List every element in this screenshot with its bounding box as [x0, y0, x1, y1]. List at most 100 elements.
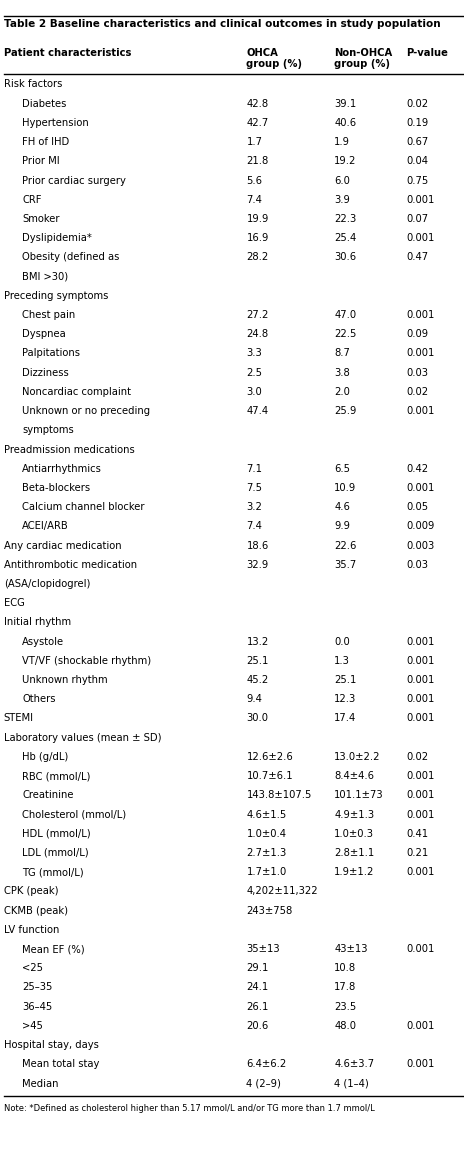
Text: 32.9: 32.9: [246, 560, 269, 569]
Text: Antiarrhythmics: Antiarrhythmics: [22, 464, 102, 474]
Text: 25–35: 25–35: [22, 983, 52, 992]
Text: 0.001: 0.001: [406, 790, 434, 801]
Text: 101.1±73: 101.1±73: [334, 790, 384, 801]
Text: symptoms: symptoms: [22, 425, 74, 436]
Text: Risk factors: Risk factors: [4, 79, 62, 89]
Text: Hb (g/dL): Hb (g/dL): [22, 752, 68, 762]
Text: 1.3: 1.3: [334, 655, 350, 666]
Text: 4.6±1.5: 4.6±1.5: [246, 810, 287, 819]
Text: Unknown rhythm: Unknown rhythm: [22, 675, 108, 686]
Text: 47.0: 47.0: [334, 310, 356, 320]
Text: 42.7: 42.7: [246, 117, 269, 128]
Text: 24.1: 24.1: [246, 983, 269, 992]
Text: Dyspnea: Dyspnea: [22, 329, 66, 339]
Text: Median: Median: [22, 1078, 59, 1089]
Text: 25.1: 25.1: [334, 675, 357, 686]
Text: 1.9±1.2: 1.9±1.2: [334, 867, 375, 877]
Text: RBC (mmol/L): RBC (mmol/L): [22, 772, 91, 781]
Text: 0.001: 0.001: [406, 483, 434, 493]
Text: 243±758: 243±758: [246, 905, 293, 916]
Text: 8.4±4.6: 8.4±4.6: [334, 772, 374, 781]
Text: 143.8±107.5: 143.8±107.5: [246, 790, 312, 801]
Text: Prior cardiac surgery: Prior cardiac surgery: [22, 175, 126, 186]
Text: 47.4: 47.4: [246, 406, 269, 416]
Text: 26.1: 26.1: [246, 1002, 269, 1012]
Text: 39.1: 39.1: [334, 99, 357, 109]
Text: Unknown or no preceding: Unknown or no preceding: [22, 406, 150, 416]
Text: Smoker: Smoker: [22, 214, 59, 224]
Text: 35.7: 35.7: [334, 560, 357, 569]
Text: 36–45: 36–45: [22, 1002, 52, 1012]
Text: 1.0±0.3: 1.0±0.3: [334, 829, 374, 839]
Text: 0.001: 0.001: [406, 772, 434, 781]
Text: 2.8±1.1: 2.8±1.1: [334, 848, 375, 858]
Text: Mean total stay: Mean total stay: [22, 1060, 100, 1069]
Text: 19.2: 19.2: [334, 157, 357, 166]
Text: 0.001: 0.001: [406, 1021, 434, 1031]
Text: 25.4: 25.4: [334, 234, 357, 243]
Text: Patient characteristics: Patient characteristics: [4, 48, 131, 58]
Text: Creatinine: Creatinine: [22, 790, 74, 801]
Text: 0.02: 0.02: [406, 387, 428, 397]
Text: TG (mmol/L): TG (mmol/L): [22, 867, 84, 877]
Text: 0.02: 0.02: [406, 99, 428, 109]
Text: Beta-blockers: Beta-blockers: [22, 483, 90, 493]
Text: 1.7: 1.7: [246, 137, 262, 148]
Text: 48.0: 48.0: [334, 1021, 356, 1031]
Text: 0.03: 0.03: [406, 367, 428, 378]
Text: ACEI/ARB: ACEI/ARB: [22, 522, 69, 531]
Text: 7.4: 7.4: [246, 522, 262, 531]
Text: 0.001: 0.001: [406, 655, 434, 666]
Text: 13.0±2.2: 13.0±2.2: [334, 752, 381, 762]
Text: 29.1: 29.1: [246, 963, 269, 974]
Text: 12.6±2.6: 12.6±2.6: [246, 752, 293, 762]
Text: CKMB (peak): CKMB (peak): [4, 905, 67, 916]
Text: 27.2: 27.2: [246, 310, 269, 320]
Text: 7.4: 7.4: [246, 195, 262, 205]
Text: <25: <25: [22, 963, 43, 974]
Text: 0.21: 0.21: [406, 848, 428, 858]
Text: 3.9: 3.9: [334, 195, 350, 205]
Text: 0.009: 0.009: [406, 522, 434, 531]
Text: 2.0: 2.0: [334, 387, 350, 397]
Text: >45: >45: [22, 1021, 43, 1031]
Text: 28.2: 28.2: [246, 252, 269, 263]
Text: 18.6: 18.6: [246, 540, 269, 551]
Text: 0.001: 0.001: [406, 713, 434, 724]
Text: 22.3: 22.3: [334, 214, 357, 224]
Text: 10.8: 10.8: [334, 963, 356, 974]
Text: Noncardiac complaint: Noncardiac complaint: [22, 387, 131, 397]
Text: group (%): group (%): [334, 59, 390, 70]
Text: 6.4±6.2: 6.4±6.2: [246, 1060, 287, 1069]
Text: Hospital stay, days: Hospital stay, days: [4, 1040, 99, 1050]
Text: 0.42: 0.42: [406, 464, 428, 474]
Text: Cholesterol (mmol/L): Cholesterol (mmol/L): [22, 810, 126, 819]
Text: 9.4: 9.4: [246, 694, 262, 704]
Text: 21.8: 21.8: [246, 157, 269, 166]
Text: HDL (mmol/L): HDL (mmol/L): [22, 829, 91, 839]
Text: 3.8: 3.8: [334, 367, 350, 378]
Text: 0.09: 0.09: [406, 329, 428, 339]
Text: 25.1: 25.1: [246, 655, 269, 666]
Text: Preceding symptoms: Preceding symptoms: [4, 290, 108, 301]
Text: 0.02: 0.02: [406, 752, 428, 762]
Text: 1.0±0.4: 1.0±0.4: [246, 829, 287, 839]
Text: Non-OHCA: Non-OHCA: [334, 48, 393, 58]
Text: 3.0: 3.0: [246, 387, 262, 397]
Text: 10.7±6.1: 10.7±6.1: [246, 772, 293, 781]
Text: Antithrombotic medication: Antithrombotic medication: [4, 560, 137, 569]
Text: 10.9: 10.9: [334, 483, 357, 493]
Text: 20.6: 20.6: [246, 1021, 269, 1031]
Text: 0.67: 0.67: [406, 137, 428, 148]
Text: 3.3: 3.3: [246, 349, 262, 358]
Text: 22.6: 22.6: [334, 540, 357, 551]
Text: 4,202±11,322: 4,202±11,322: [246, 887, 318, 896]
Text: 42.8: 42.8: [246, 99, 269, 109]
Text: 35±13: 35±13: [246, 944, 280, 954]
Text: 0.001: 0.001: [406, 675, 434, 686]
Text: 0.75: 0.75: [406, 175, 428, 186]
Text: Laboratory values (mean ± SD): Laboratory values (mean ± SD): [4, 733, 161, 743]
Text: (ASA/clopidogrel): (ASA/clopidogrel): [4, 579, 90, 589]
Text: 17.4: 17.4: [334, 713, 357, 724]
Text: OHCA: OHCA: [246, 48, 278, 58]
